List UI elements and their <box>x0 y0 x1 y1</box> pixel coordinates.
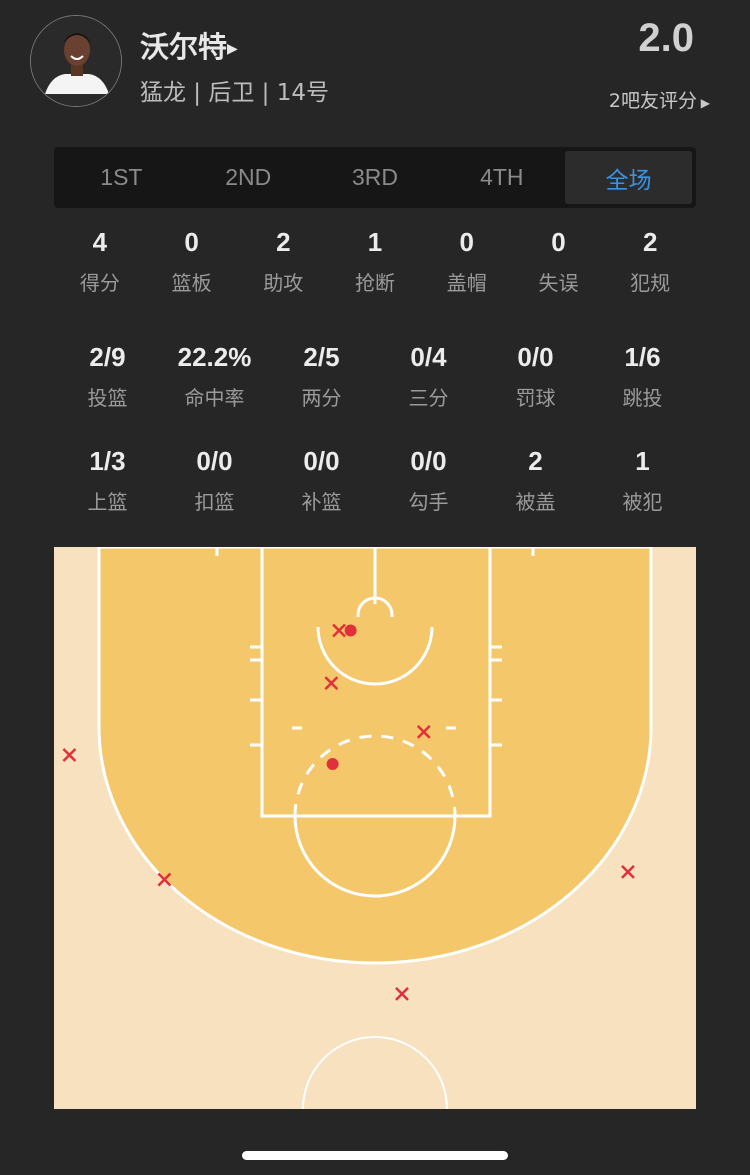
baseline-ticks <box>215 547 535 556</box>
shot-chart-court <box>54 547 696 1109</box>
stat-三分: 0/4 三分 <box>375 342 482 411</box>
stat-犯规: 2 犯规 <box>604 227 696 296</box>
tab-1st[interactable]: 1ST <box>100 164 143 190</box>
stat-label: 跳投 <box>622 386 663 410</box>
shot-missed-marker <box>395 986 409 1001</box>
stat-label: 扣篮 <box>194 490 235 514</box>
rating-score: 2.0 <box>638 16 694 60</box>
lane-hash-marks <box>250 645 502 747</box>
stat-value: 1 <box>635 446 650 476</box>
player-name[interactable]: 沃尔特▶ <box>140 30 238 64</box>
shooting-stats-row: 2/9 投篮 22.2% 命中率 2/5 两分 0/4 三分 0/0 罚球 1/6 跳投 <box>54 342 696 411</box>
stat-value: 0/0 <box>196 446 233 476</box>
stat-value: 0/0 <box>410 446 447 476</box>
lane <box>260 547 492 818</box>
free-throw-circle-bottom <box>293 815 457 898</box>
stat-盖帽: 0 盖帽 <box>421 227 513 296</box>
tab-full-game[interactable]: 全场 <box>565 151 692 204</box>
stat-label: 三分 <box>408 386 449 410</box>
stat-罚球: 0/0 罚球 <box>482 342 589 411</box>
tab-3rd[interactable]: 3RD <box>351 164 398 190</box>
stat-失误: 0 失误 <box>513 227 605 296</box>
stat-value: 0/0 <box>303 446 340 476</box>
restricted-arc <box>316 626 434 686</box>
stat-两分: 2/5 两分 <box>268 342 375 411</box>
stat-上篮: 1/3 上篮 <box>54 446 161 515</box>
stat-label: 失误 <box>538 271 579 295</box>
stat-得分: 4 得分 <box>54 227 146 296</box>
tab-2nd[interactable]: 2ND <box>225 164 272 190</box>
stat-被盖: 2 被盖 <box>482 446 589 515</box>
shot-missed-marker <box>621 864 635 879</box>
stat-value: 2 <box>276 227 291 257</box>
player-info: 猛龙 | 后卫 | 14号 <box>140 80 330 106</box>
stat-补篮: 0/0 补篮 <box>268 446 375 515</box>
stat-label: 被犯 <box>622 490 663 514</box>
stat-value: 1/3 <box>89 446 126 476</box>
stat-label: 篮板 <box>171 271 212 295</box>
stat-label: 抢断 <box>355 271 396 295</box>
basic-stats-row: 4 得分 0 篮板 2 助攻 1 抢断 0 盖帽 0 失误 2 犯规 <box>54 227 696 296</box>
stat-被犯: 1 被犯 <box>589 446 696 515</box>
shot-made-marker <box>344 624 357 637</box>
stat-抢断: 1 抢断 <box>329 227 421 296</box>
shot-type-stats-row: 1/3 上篮 0/0 扣篮 0/0 补篮 0/0 勾手 2 被盖 1 被犯 <box>54 446 696 515</box>
stat-label: 得分 <box>79 271 120 295</box>
stat-跳投: 1/6 跳投 <box>589 342 696 411</box>
shot-missed-marker <box>416 725 431 739</box>
shot-missed-marker <box>332 623 346 638</box>
stat-扣篮: 0/0 扣篮 <box>161 446 268 515</box>
stat-value: 4 <box>92 227 108 257</box>
stat-label: 命中率 <box>184 386 245 410</box>
stat-勾手: 0/0 勾手 <box>375 446 482 515</box>
tab-4th[interactable]: 4TH <box>480 164 524 190</box>
player-avatar[interactable] <box>30 15 122 107</box>
stat-label: 罚球 <box>515 386 556 410</box>
shots <box>62 623 635 1001</box>
three-point-line <box>97 547 653 965</box>
stat-label: 盖帽 <box>446 271 487 295</box>
stat-value: 0/4 <box>410 342 447 372</box>
center-circle <box>302 1036 448 1109</box>
stat-value: 2 <box>642 227 658 257</box>
hoop <box>356 596 394 617</box>
stat-value: 2/5 <box>303 342 340 372</box>
stat-value: 0 <box>184 227 199 257</box>
stat-命中率: 22.2% 命中率 <box>161 342 268 411</box>
stat-label: 犯规 <box>630 271 671 295</box>
stat-value: 1 <box>367 227 383 257</box>
shot-missed-marker <box>324 676 339 690</box>
shot-missed-marker <box>62 748 77 762</box>
stat-value: 1/6 <box>624 342 661 372</box>
raters-link[interactable]: 2吧友评分 ▶ <box>608 90 710 112</box>
stat-value: 0/0 <box>517 342 554 372</box>
stat-value: 22.2% <box>177 342 252 372</box>
stat-label: 助攻 <box>263 271 304 295</box>
shot-made-marker <box>326 757 339 770</box>
triangle-right-icon: ▶ <box>227 41 238 57</box>
shot-missed-marker <box>157 872 172 887</box>
stat-label: 上篮 <box>87 490 128 514</box>
stat-value: 2/9 <box>89 342 126 372</box>
period-tabs: 1ST 2ND 3RD 4TH 全场 <box>54 147 696 208</box>
stat-label: 补篮 <box>301 490 342 514</box>
stat-value: 0 <box>551 227 566 257</box>
court-lines <box>215 547 535 1109</box>
stat-value: 0 <box>459 227 474 257</box>
stat-label: 被盖 <box>515 490 556 514</box>
stat-label: 勾手 <box>408 490 449 514</box>
home-indicator[interactable] <box>242 1151 508 1160</box>
stat-value: 2 <box>528 446 543 476</box>
stat-label: 投篮 <box>87 386 128 410</box>
stat-篮板: 0 篮板 <box>146 227 238 296</box>
stat-投篮: 2/9 投篮 <box>54 342 161 411</box>
stat-label: 两分 <box>301 386 342 410</box>
triangle-right-icon: ▶ <box>696 96 710 110</box>
stat-助攻: 2 助攻 <box>237 227 329 296</box>
